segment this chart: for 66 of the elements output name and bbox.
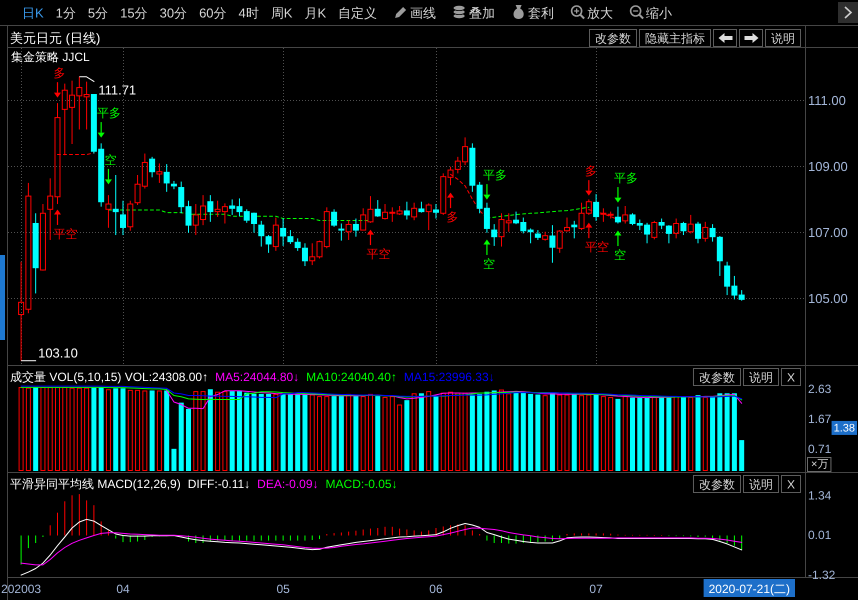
data-label: 平空 [584,240,609,254]
chart-title: 平滑异同平均线 MACD(12,26,9) [10,477,181,491]
data-label: 平空 [53,226,78,241]
y-tick-label: 105.00 [808,290,848,306]
text: 30分 [160,5,188,20]
y-tick-label: 107.00 [808,224,848,240]
y-tick-label: -1.32 [808,568,836,582]
y-axis-title: ×万 [811,458,828,470]
text: 1.38 [834,422,855,434]
series-label: MA10:24040.40↑ [306,370,397,384]
data-label: 空 [482,256,495,271]
text: 套利 [528,5,554,20]
text: 叠加 [469,5,496,20]
x-tick-label: 202003 [1,582,42,596]
data-label: 多 [53,66,66,80]
text: 2020-07-21(二) [708,582,790,596]
chart-subtitle: 集金策略 JJCL [11,50,90,64]
annotation: 改参数 [698,370,735,384]
y-tick-label: 0.01 [808,528,832,542]
text: DIFF:-0.11↓ [188,477,250,491]
y-tick-label: 2.63 [808,382,832,396]
x-tick-label: 06 [429,582,443,596]
text: 说明 [748,370,773,384]
text: 5分 [88,5,108,20]
chart-title: 成交量 VOL(5,10,15) VOL:24308.00↑ [10,370,208,384]
text: 说明 [771,32,795,46]
annotation: 103.10 [38,345,78,360]
data-label: 多 [584,164,597,178]
data-label: 多 [446,210,459,224]
text: 月K [304,5,326,20]
y-tick-label: 109.00 [808,158,848,174]
text: MACD:-0.05↓ [326,477,398,491]
x-tick-label: 05 [276,582,290,596]
x-tick-label: 04 [116,582,130,596]
data-label: 空 [104,152,116,167]
annotation: 改参数 [698,478,735,492]
data-label: 空 [614,248,626,262]
data-label: 平空 [366,247,390,262]
y-tick-label: 111.00 [808,92,846,108]
chart-title: 美元日元 (日线) [10,30,100,45]
series-label: MA15:23996.33↓ [404,370,495,384]
annotation: 111.71 [98,82,136,98]
text: X [786,370,795,384]
data-label: 平多 [97,106,122,120]
text: 日K [22,5,44,20]
data-label: 平多 [482,168,507,182]
series-label: MA5:24044.80↓ [215,370,300,384]
text: 自定义 [338,5,378,20]
text: 周K [270,5,293,20]
text: 1分 [56,5,76,20]
text: 15分 [120,5,148,20]
text: 4时 [238,5,259,20]
text: 60分 [199,5,227,20]
text: 隐藏主指标 [645,32,705,46]
y-tick-label: 1.67 [808,412,832,426]
text: 放大 [587,5,614,20]
text: DEA:-0.09↓ [257,477,319,491]
text: 说明 [748,478,773,492]
x-tick-label: 07 [589,582,604,596]
data-label: 平多 [614,171,638,186]
text: 画线 [410,5,436,20]
y-tick-label: 0.71 [808,442,832,456]
text: 改参数 [595,32,631,46]
y-tick-label: 1.34 [808,488,832,502]
text: X [786,478,795,492]
text: 缩小 [646,5,672,20]
